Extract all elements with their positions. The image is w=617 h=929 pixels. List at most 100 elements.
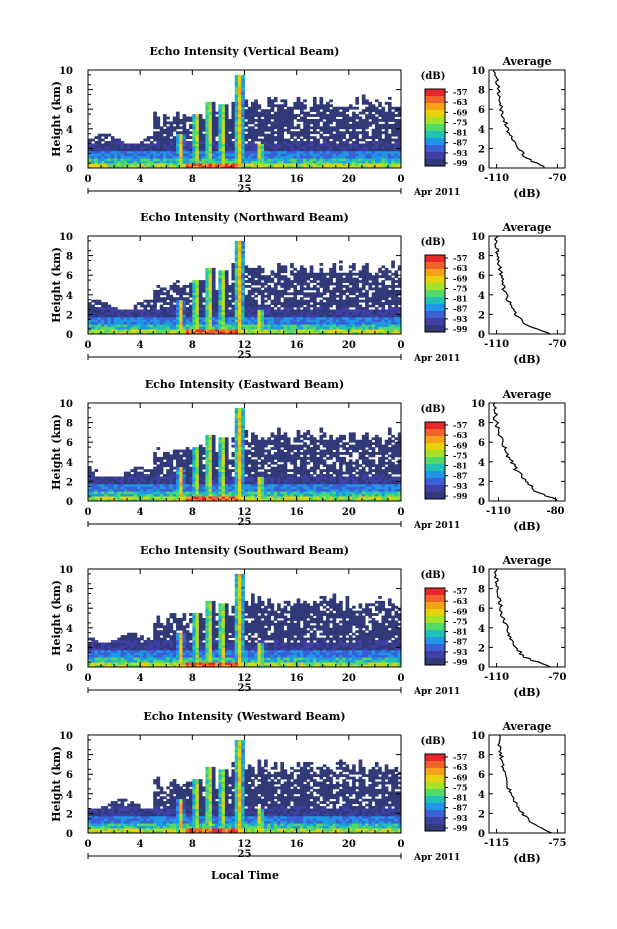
heatmap-cell xyxy=(94,321,99,325)
heatmap-cell xyxy=(326,160,330,164)
heatmap-cell xyxy=(286,111,291,115)
heatmap-cell xyxy=(140,498,144,502)
heatmap-cell xyxy=(299,324,304,328)
heatmap-cell xyxy=(228,155,232,159)
heatmap-cell xyxy=(394,145,399,149)
heatmap-cell xyxy=(156,456,161,460)
heatmap-cell xyxy=(185,491,190,495)
heatmap-cell xyxy=(361,331,366,335)
heatmap-cell xyxy=(326,126,330,130)
heatmap-cell xyxy=(153,116,157,120)
heatmap-cell xyxy=(179,321,183,325)
heatmap-cell xyxy=(205,114,210,117)
heatmap-cell xyxy=(149,145,154,149)
heatmap-cell xyxy=(211,119,216,122)
heatmap-cell xyxy=(296,316,301,320)
heatmap-cell xyxy=(342,326,346,330)
heatmap-cell xyxy=(306,307,311,310)
heatmap-cell xyxy=(211,121,216,125)
heatmap-cell xyxy=(172,452,177,455)
heatmap-cell xyxy=(221,148,226,152)
heatmap-cell xyxy=(130,160,135,164)
heatmap-cell xyxy=(348,150,353,154)
heatmap-cell xyxy=(384,319,389,323)
heatmap-cell xyxy=(290,326,294,330)
heatmap-cell xyxy=(224,141,229,144)
heatmap-cell xyxy=(306,143,311,147)
heatmap-cell xyxy=(335,294,340,298)
heatmap-cell xyxy=(368,145,373,149)
heatmap-cell xyxy=(140,316,144,320)
heatmap-cell xyxy=(267,104,271,108)
heatmap-cell xyxy=(237,248,242,252)
heatmap-cell xyxy=(254,329,258,332)
heatmap-cell xyxy=(387,309,392,313)
heatmap-cell xyxy=(277,133,281,137)
heatmap-cell xyxy=(185,464,190,468)
heatmap-cell xyxy=(283,270,288,274)
heatmap-cell xyxy=(257,324,262,328)
heatmap-cell xyxy=(195,282,200,286)
heatmap-cell xyxy=(374,285,379,288)
heatmap-cell xyxy=(254,143,258,147)
heatmap-cell xyxy=(156,469,161,472)
heatmap-cell xyxy=(205,277,210,281)
heatmap-cell xyxy=(303,316,307,320)
heatmap-cell xyxy=(94,486,99,490)
heatmap-cell xyxy=(234,160,239,164)
heatmap-cell xyxy=(391,163,395,166)
heatmap-cell xyxy=(348,145,353,149)
heatmap-cell xyxy=(277,275,281,279)
heatmap-cell xyxy=(153,476,157,480)
heatmap-cell xyxy=(374,307,379,310)
heatmap-cell xyxy=(381,153,386,157)
heatmap-cell xyxy=(211,466,216,470)
heatmap-cell xyxy=(332,270,337,274)
colorbar-tick-label: -93 xyxy=(453,148,468,158)
heatmap-cell xyxy=(391,128,395,132)
heatmap-cell xyxy=(127,329,131,332)
heatmap-cell xyxy=(205,150,210,154)
heatmap-cell xyxy=(257,138,262,142)
heatmap-cell xyxy=(234,111,239,115)
heatmap-cell xyxy=(355,131,360,135)
heatmap-cell xyxy=(394,128,399,132)
heatmap-cell xyxy=(143,148,148,152)
heatmap-cell xyxy=(205,275,210,279)
heatmap-cell xyxy=(130,493,135,497)
heatmap-cell xyxy=(172,138,177,142)
heatmap-cell xyxy=(218,138,223,142)
heatmap-cell xyxy=(234,101,239,105)
heatmap-cell xyxy=(237,243,242,247)
heatmap-cell xyxy=(280,309,285,313)
heatmap-cell xyxy=(254,155,258,159)
heatmap-cell xyxy=(94,145,99,149)
heatmap-cell xyxy=(179,496,183,499)
heatmap-cell xyxy=(277,294,281,298)
heatmap-cell xyxy=(244,165,249,169)
heatmap-cell xyxy=(192,309,196,313)
heatmap-cell xyxy=(361,165,366,169)
heatmap-cell xyxy=(179,314,183,318)
heatmap-cell xyxy=(221,136,226,139)
heatmap-cell xyxy=(169,143,174,147)
heatmap-cell xyxy=(286,119,291,122)
heatmap-cell xyxy=(114,491,118,495)
heatmap-cell xyxy=(355,163,360,166)
heatmap-cell xyxy=(241,321,245,325)
heatmap-cell xyxy=(247,133,252,137)
heatmap-cell xyxy=(224,104,229,108)
heatmap-cell xyxy=(192,447,196,450)
heatmap-cell xyxy=(176,302,180,305)
heatmap-cell xyxy=(153,299,157,303)
heatmap-cell xyxy=(299,148,304,152)
heatmap-cell xyxy=(237,307,242,310)
heatmap-cell xyxy=(283,114,288,117)
heatmap-cell xyxy=(365,329,369,332)
heatmap-cell xyxy=(348,163,353,166)
avg-y-tick-label: 4 xyxy=(478,125,485,136)
colorbar-swatch xyxy=(425,304,445,312)
heatmap-cell xyxy=(283,302,288,305)
heatmap-cell xyxy=(104,304,108,308)
